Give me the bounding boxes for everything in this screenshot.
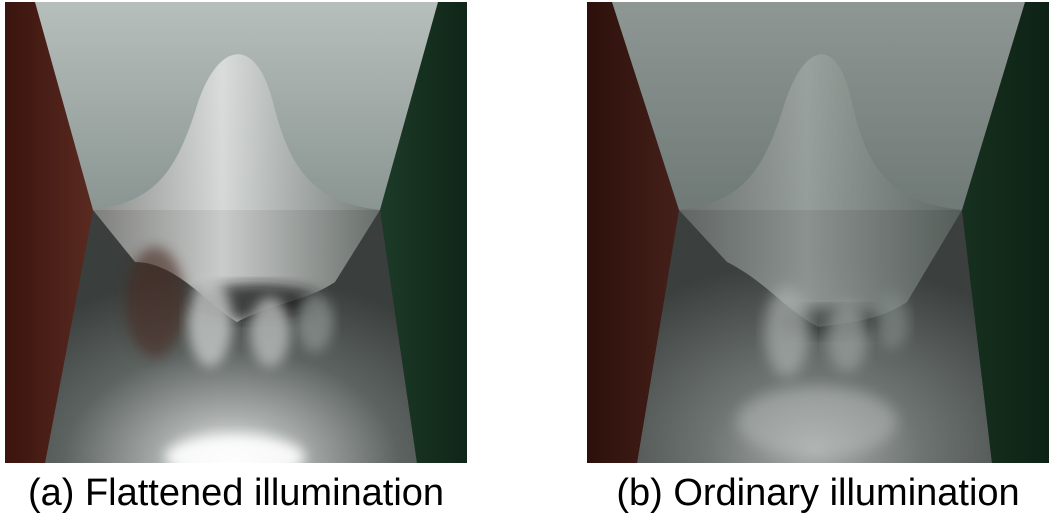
rendered-scene-a (5, 2, 467, 463)
rendering-ordinary-illumination (587, 2, 1049, 463)
caption-flattened-illumination: (a) Flattened illumination (27, 472, 445, 514)
rendering-flattened-illumination (5, 2, 467, 463)
rendered-scene-b (587, 2, 1049, 463)
caption-ordinary-illumination: (b) Ordinary illumination (616, 472, 1020, 514)
